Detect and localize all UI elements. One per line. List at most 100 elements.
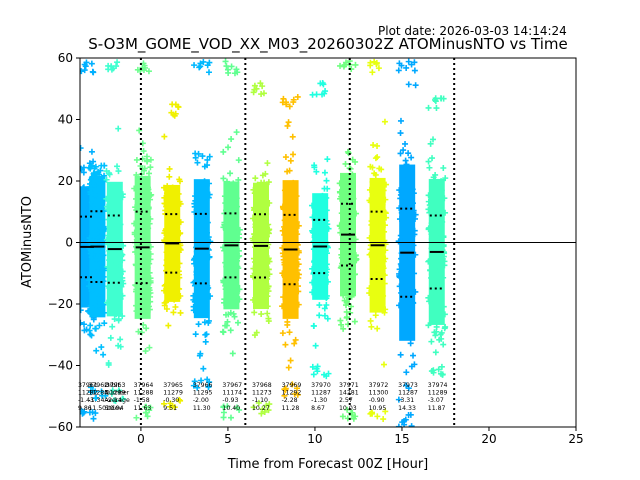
orbit-point-37962 — [102, 392, 109, 399]
orbit-point-37969 — [287, 251, 294, 258]
orbit-point-37972 — [379, 215, 386, 222]
orbit-point-37964 — [133, 302, 140, 309]
orbit-point-37963 — [120, 280, 127, 287]
orbit-point-37967 — [222, 200, 229, 207]
orbit-point-37973 — [402, 235, 409, 242]
orbit-point-37965 — [176, 230, 183, 237]
orbit-point-37961 — [80, 217, 84, 224]
orbit-point-37962 — [98, 219, 105, 226]
orbit-point-37961 — [82, 63, 89, 70]
orbit-point-37971 — [343, 298, 350, 305]
orbit-point-37967 — [227, 170, 234, 177]
orbit-point-37961 — [80, 68, 85, 75]
orbit-stat-value: 11300 — [369, 390, 389, 397]
orbit-point-37965 — [163, 257, 170, 264]
orbit-point-37963 — [106, 257, 113, 264]
orbit-point-37974 — [438, 304, 445, 311]
orbit-point-37968 — [250, 204, 257, 211]
orbit-point-37974 — [427, 267, 434, 274]
orbit-point-37973 — [411, 59, 418, 66]
orbit-point-37973 — [406, 169, 413, 176]
orbit-point-37971 — [349, 218, 356, 225]
orbit-point-37967 — [233, 287, 240, 294]
orbit-point-37962 — [87, 384, 94, 391]
orbit-point-37970 — [313, 254, 320, 261]
orbit-point-37963 — [110, 253, 117, 260]
orbit-stat-value: 11273 — [252, 390, 272, 397]
orbit-point-37970 — [310, 323, 317, 330]
orbit-cluster-37971 — [336, 58, 360, 422]
orbit-point-37971 — [352, 61, 359, 68]
orbit-point-37968 — [265, 318, 272, 325]
orbit-cluster-37973 — [395, 58, 419, 427]
orbit-point-37966 — [201, 163, 208, 170]
orbit-point-37974 — [435, 229, 442, 236]
orbit-point-37965 — [170, 287, 177, 294]
orbit-point-37971 — [351, 259, 358, 266]
orbit-stat-value: 37974 — [428, 382, 448, 389]
x-tick-label-5: 5 — [224, 432, 232, 446]
orbit-point-37963 — [117, 271, 124, 278]
orbit-point-37970 — [322, 88, 329, 95]
orbit-point-37965 — [174, 224, 181, 231]
orbit-point-37970 — [315, 292, 322, 299]
orbit-stat-value: 2.57 — [339, 397, 353, 404]
orbit-point-37970 — [321, 207, 328, 214]
orbit-point-37963 — [119, 313, 126, 320]
orbit-point-37973 — [410, 190, 417, 197]
orbit-point-37974 — [441, 325, 448, 332]
orbit-point-37964 — [135, 249, 142, 256]
orbit-point-37972 — [369, 69, 376, 76]
orbit-stat-value: 11174 — [222, 390, 242, 397]
orbit-point-37973 — [397, 261, 404, 268]
orbit-point-37968 — [264, 303, 271, 310]
orbit-point-37963 — [106, 171, 113, 178]
orbit-point-37968 — [251, 231, 258, 238]
orbit-point-37967 — [227, 291, 234, 298]
orbit-point-37973 — [401, 278, 408, 285]
orbit-point-37970 — [316, 302, 323, 309]
orbit-point-37974 — [435, 366, 442, 373]
orbit-point-37965 — [161, 133, 168, 140]
x-tick-label-10: 10 — [307, 432, 322, 446]
orbit-point-37966 — [199, 192, 206, 199]
orbit-point-37961 — [81, 327, 88, 334]
orbit-point-37972 — [374, 154, 381, 161]
orbit-point-37962 — [89, 179, 96, 186]
orbit-point-37974 — [428, 231, 435, 238]
orbit-point-37970 — [321, 266, 328, 273]
orbit-point-37965 — [175, 249, 182, 256]
orbit-point-37968 — [250, 296, 257, 303]
orbit-point-37970 — [312, 206, 319, 213]
orbit-point-37966 — [191, 62, 198, 69]
orbit-point-37972 — [371, 196, 378, 203]
orbit-point-37969 — [285, 187, 292, 194]
orbit-point-37968 — [266, 271, 273, 278]
orbit-stat-value: -1.43 — [78, 397, 94, 404]
orbit-point-37974 — [440, 233, 447, 240]
orbit-point-37964 — [145, 225, 152, 232]
orbit-point-37967 — [225, 144, 232, 151]
orbit-point-37965 — [161, 287, 168, 294]
orbit-point-37974 — [437, 313, 444, 320]
orbit-point-37968 — [264, 310, 271, 317]
orbit-point-37967 — [235, 176, 242, 183]
y-tick-label--20: −20 — [48, 297, 73, 311]
orbit-point-37971 — [340, 175, 347, 182]
orbit-point-37969 — [291, 263, 298, 270]
orbit-point-37967 — [229, 211, 236, 218]
orbit-point-37970 — [323, 217, 330, 224]
orbit-point-37963 — [114, 255, 121, 262]
orbit-point-37969 — [282, 278, 289, 285]
orbit-point-37974 — [432, 332, 439, 339]
orbit-point-37968 — [259, 183, 266, 190]
orbit-point-37968 — [255, 228, 262, 235]
orbit-point-37966 — [202, 197, 209, 204]
orbit-point-37968 — [262, 170, 269, 177]
orbit-point-37973 — [412, 288, 419, 295]
orbit-point-37962 — [89, 271, 96, 278]
orbit-stat-value: 11299 — [106, 390, 126, 397]
orbit-stat-value: 10.03 — [339, 405, 357, 412]
orbit-point-37967 — [234, 253, 241, 260]
orbit-point-37966 — [203, 303, 210, 310]
